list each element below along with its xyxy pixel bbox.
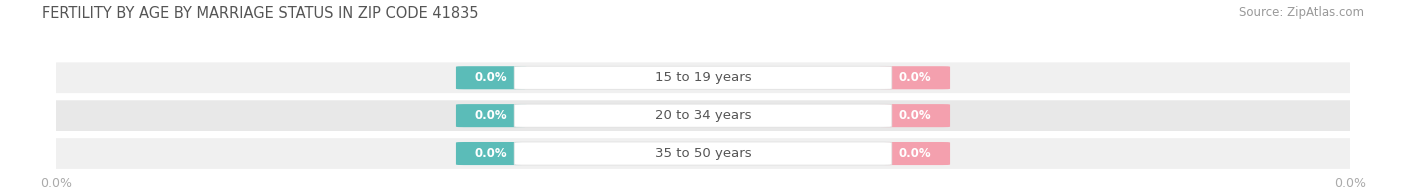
Text: 0.0%: 0.0%: [475, 71, 508, 84]
Text: 20 to 34 years: 20 to 34 years: [655, 109, 751, 122]
Text: 35 to 50 years: 35 to 50 years: [655, 147, 751, 160]
Text: 0.0%: 0.0%: [475, 109, 508, 122]
FancyBboxPatch shape: [46, 62, 1360, 93]
FancyBboxPatch shape: [515, 66, 891, 89]
Text: 0.0%: 0.0%: [898, 71, 931, 84]
FancyBboxPatch shape: [456, 104, 526, 127]
Text: 15 to 19 years: 15 to 19 years: [655, 71, 751, 84]
FancyBboxPatch shape: [515, 104, 891, 127]
FancyBboxPatch shape: [456, 66, 526, 89]
Text: 0.0%: 0.0%: [898, 109, 931, 122]
FancyBboxPatch shape: [880, 142, 950, 165]
Text: Source: ZipAtlas.com: Source: ZipAtlas.com: [1239, 6, 1364, 19]
Text: 0.0%: 0.0%: [898, 147, 931, 160]
FancyBboxPatch shape: [515, 142, 891, 165]
Text: FERTILITY BY AGE BY MARRIAGE STATUS IN ZIP CODE 41835: FERTILITY BY AGE BY MARRIAGE STATUS IN Z…: [42, 6, 478, 21]
FancyBboxPatch shape: [456, 142, 526, 165]
FancyBboxPatch shape: [46, 100, 1360, 131]
FancyBboxPatch shape: [46, 138, 1360, 169]
Text: 0.0%: 0.0%: [475, 147, 508, 160]
FancyBboxPatch shape: [880, 104, 950, 127]
FancyBboxPatch shape: [880, 66, 950, 89]
